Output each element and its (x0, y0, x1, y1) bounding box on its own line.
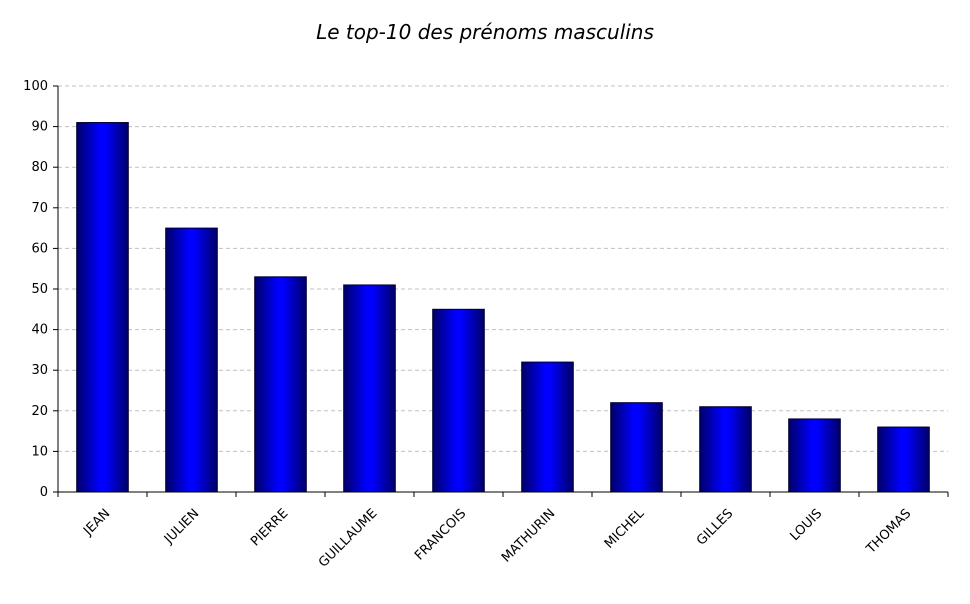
bar-michel (610, 402, 663, 493)
x-tick-label: GUILLAUME (316, 506, 380, 570)
bar-thomas (877, 426, 930, 493)
x-tick-label: MATHURIN (499, 506, 558, 565)
x-tick-label: THOMAS (863, 506, 914, 557)
bar-louis (788, 418, 841, 493)
axes (53, 85, 949, 497)
y-tick-label: 70 (31, 201, 48, 216)
x-tick-label: FRANCOIS (412, 506, 469, 563)
y-tick-label: 30 (31, 363, 48, 378)
x-tick-label: MICHEL (602, 506, 648, 552)
y-tick-label: 50 (31, 282, 48, 297)
y-tick-label: 40 (31, 323, 48, 338)
bar-jean (76, 122, 129, 493)
x-tick-label: LOUIS (787, 506, 825, 544)
bar-pierre (254, 276, 307, 493)
bar-gilles (699, 406, 752, 493)
y-tick-label: 60 (31, 241, 48, 256)
y-tick-label: 20 (31, 404, 48, 419)
x-tick-label: PIERRE (248, 506, 291, 549)
bar-guillaume (343, 284, 396, 493)
bars (76, 122, 930, 493)
bar-mathurin (521, 361, 574, 493)
y-tick-label: 100 (23, 79, 48, 94)
x-tick-label: GILLES (694, 506, 736, 548)
bar-julien (165, 227, 218, 493)
y-tick-label: 10 (31, 444, 48, 459)
chart-title: Le top-10 des prénoms masculins (316, 20, 654, 44)
y-tick-label: 90 (31, 120, 48, 135)
y-tick-label: 0 (40, 485, 48, 500)
x-tick-label: JULIEN (161, 506, 202, 547)
y-tick-label: 80 (31, 160, 48, 175)
bar-francois (432, 308, 485, 493)
x-tick-label: JEAN (80, 506, 113, 539)
